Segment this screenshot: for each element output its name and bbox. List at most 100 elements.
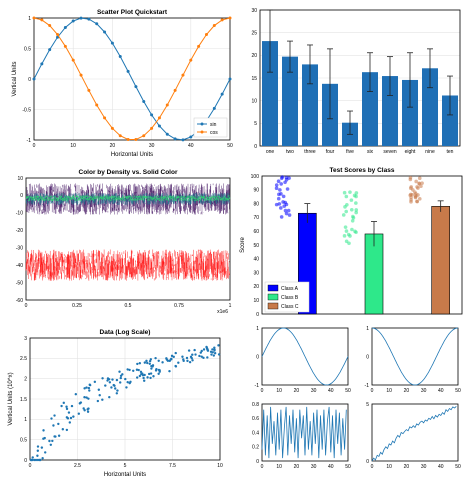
legend-label: Class A <box>281 286 299 292</box>
data-point <box>211 348 214 351</box>
data-point <box>72 415 75 418</box>
x-tick-label: 0 <box>25 303 28 309</box>
chart-scores: 0 10 20 30 40 50 60 70 80 90 100 Test Scores by Cla… <box>240 167 463 318</box>
y-axis-label: Vertical Units <box>12 61 18 96</box>
data-point <box>77 412 81 415</box>
data-point <box>96 399 100 403</box>
legend-marker <box>200 122 204 126</box>
data-point <box>145 359 148 363</box>
data-point <box>181 73 185 77</box>
score-point <box>281 194 286 199</box>
data-point <box>152 375 155 378</box>
data-point <box>56 33 60 37</box>
data-point <box>172 355 175 359</box>
data-point <box>143 373 146 377</box>
score-point <box>408 175 413 180</box>
category-label: seven <box>383 149 397 155</box>
category-label: six <box>367 149 374 155</box>
data-point <box>103 116 107 120</box>
score-point <box>279 182 283 186</box>
data-point <box>146 361 149 365</box>
y-tick-label: -40 <box>16 263 23 269</box>
score-point <box>409 200 413 204</box>
data-point <box>125 386 128 389</box>
data-point <box>134 85 138 89</box>
x-tick-label: 30 <box>311 464 317 470</box>
x-tick-label: 30 <box>421 464 427 470</box>
category-label: eight <box>405 149 416 155</box>
series-line <box>261 406 347 459</box>
data-point <box>70 404 74 408</box>
plot-frame <box>259 9 461 147</box>
data-point <box>85 396 88 399</box>
y-tick-label: -0.5 <box>22 107 31 113</box>
x-tick-label: 50 <box>345 464 351 470</box>
data-point <box>157 116 161 120</box>
y-tick-label: 10 <box>253 298 259 304</box>
y-tick-label: 5 <box>254 121 257 127</box>
x-tick-label: 0.5 <box>125 303 132 309</box>
chart-title: Test Scores by Class <box>330 167 395 174</box>
data-point <box>116 389 119 392</box>
data-point <box>126 368 129 371</box>
y-tick-label: 0.8 <box>252 402 259 408</box>
x-tick-label: 20 <box>294 464 300 470</box>
data-point <box>213 352 217 355</box>
data-point <box>138 374 142 378</box>
data-point <box>206 349 210 352</box>
data-point <box>157 359 160 362</box>
y-tick-label: 0 <box>20 193 23 199</box>
data-point <box>29 458 33 462</box>
data-point <box>143 379 146 382</box>
data-point <box>217 344 220 347</box>
legend-marker <box>200 130 204 134</box>
data-point <box>87 17 91 21</box>
score-point <box>354 191 359 195</box>
data-point <box>198 354 201 358</box>
data-point <box>189 135 193 139</box>
data-point <box>83 409 86 412</box>
data-point <box>149 372 153 375</box>
series-line-cos <box>33 17 231 141</box>
data-point <box>211 351 214 354</box>
score-point <box>276 196 281 201</box>
category-label: three <box>304 149 316 155</box>
score-point <box>343 205 347 209</box>
y-tick-label: 0.5 <box>20 437 27 443</box>
data-point <box>31 456 34 459</box>
data-point <box>65 407 69 411</box>
data-point <box>182 359 185 363</box>
data-point <box>106 379 109 382</box>
y-tick-label: -20 <box>16 228 23 234</box>
y-tick-label: 60 <box>253 229 259 235</box>
score-point <box>350 218 355 223</box>
y-tick-label: 0 <box>28 77 31 83</box>
data-point <box>32 77 36 81</box>
data-point <box>42 437 45 440</box>
x-tick-label: 40 <box>328 388 334 394</box>
data-point <box>139 370 143 374</box>
chart-small4: 0 10 20 30 40 50 0 5 <box>366 402 461 470</box>
data-point <box>220 18 224 22</box>
data-point <box>93 380 97 384</box>
legend-swatch <box>267 302 279 310</box>
score-point <box>414 179 418 184</box>
data-point <box>149 376 152 380</box>
data-point <box>126 69 130 73</box>
data-point <box>88 383 91 386</box>
score-point <box>351 216 356 220</box>
bar <box>302 64 318 146</box>
y-tick-label: 0 <box>366 354 369 360</box>
y-tick-label: 20 <box>251 53 257 59</box>
data-point <box>210 353 213 356</box>
data-point <box>83 387 86 390</box>
data-point <box>48 24 52 28</box>
data-point <box>154 369 158 372</box>
data-point <box>86 410 90 413</box>
y-tick-label: -1 <box>365 383 370 389</box>
data-point <box>49 443 53 446</box>
data-point <box>187 349 191 352</box>
bar <box>442 95 458 146</box>
y-axis-label: Vertical Units (10^x) <box>8 372 14 425</box>
